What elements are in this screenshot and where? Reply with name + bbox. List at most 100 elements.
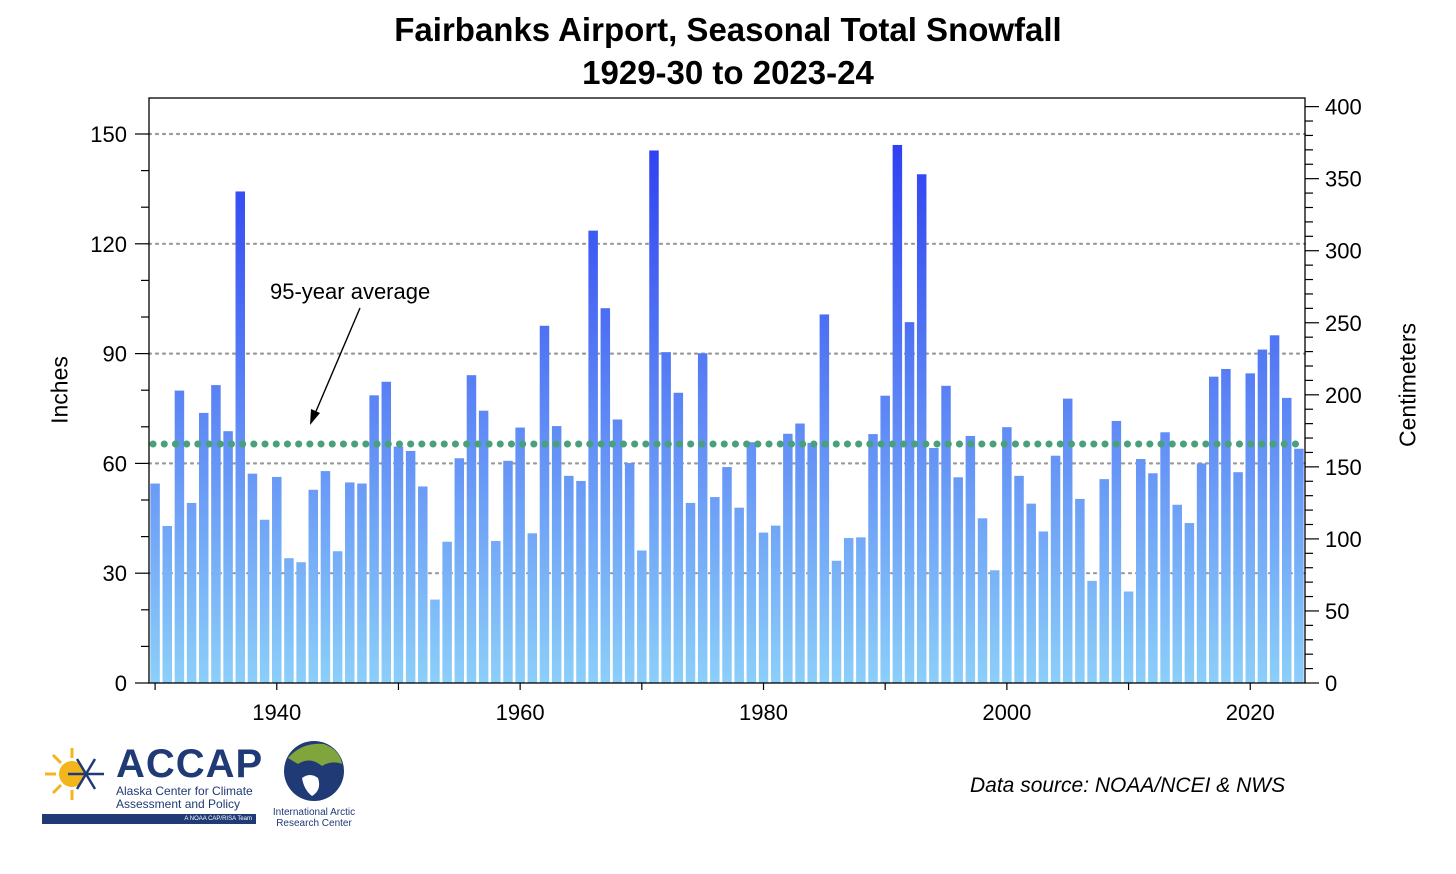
bar [1257,349,1268,683]
bar [199,412,209,683]
bar [624,463,635,683]
bar [697,353,708,683]
bar [418,486,428,683]
bar [1075,498,1085,683]
bar [941,385,951,683]
right-tick-label: 250 [1325,311,1362,336]
right-tick-label: 100 [1325,527,1362,552]
bar [1282,397,1292,683]
bar [929,448,939,683]
bar [491,540,501,683]
bar [1014,475,1024,683]
bar [649,150,659,684]
bar [819,314,830,683]
left-tick-label: 60 [103,451,127,476]
bar [758,532,769,683]
accap-subtitle-line1: Alaska Center for Climate [116,784,253,798]
bar [1208,376,1219,683]
bar [1269,335,1280,683]
chart-subtitle: 1929-30 to 2023-24 [582,54,874,91]
x-tick-label: 1980 [739,700,788,725]
bar [466,375,477,683]
bar [1123,591,1134,683]
bar [856,537,866,683]
bar [1294,448,1304,683]
bar [1160,432,1170,683]
y-axis-label-left: Inches [46,356,73,424]
bar [381,381,392,683]
bar [600,308,611,683]
bar [150,483,160,683]
right-tick-label: 150 [1325,455,1362,480]
bar [843,538,854,683]
right-tick-label: 350 [1325,167,1362,192]
bar [527,533,538,683]
bar [1002,427,1012,683]
bar [478,410,489,683]
bar [539,325,550,683]
bar [442,541,452,683]
accap-subtitle-line2: Assessment and Policy [116,797,241,811]
bar [1135,459,1146,683]
right-tick-label: 300 [1325,239,1362,264]
bar [272,476,282,683]
bar [284,558,294,683]
bar [637,550,647,683]
right-tick-label: 0 [1325,671,1337,696]
accap-banner-text: A NOAA CAP/RISA Team [184,816,252,822]
bar [174,390,185,683]
left-tick-label: 30 [103,561,127,586]
bar [746,442,757,683]
accap-logo: ACCAP Alaska Center for Climate Assessme… [42,742,262,826]
bar [345,482,355,683]
bar [247,473,258,683]
axes: 0 30 60 90 120 150 0 50 100 150 200 250 300 350 400 194… [90,95,1361,725]
bar [1111,420,1122,683]
bar [880,395,890,683]
left-tick-label: 90 [103,342,127,367]
bar [162,525,172,683]
bar [965,435,976,683]
average-annotation: 95-year average [270,279,431,304]
bar [673,392,684,683]
globe-icon [284,741,344,801]
bar [1184,523,1195,683]
bar [807,442,817,683]
bar [1233,472,1243,683]
right-tick-label: 400 [1325,95,1362,120]
right-tick-label: 50 [1325,599,1349,624]
bar [369,395,379,683]
bar [296,562,306,683]
bar [904,322,915,683]
bar [1245,373,1255,683]
bar [357,483,367,683]
bar [661,352,671,683]
bar [320,471,331,683]
bar [1099,479,1109,683]
bar [1062,398,1073,683]
bar [503,460,513,683]
y-axis-label-right: Centimeters [1394,323,1421,447]
bar [1038,531,1049,683]
x-tick-label: 2000 [982,700,1031,725]
left-tick-label: 0 [115,671,127,696]
x-tick-label: 2020 [1226,700,1275,725]
bar [515,427,525,683]
bar [186,502,197,683]
accap-banner: A NOAA CAP/RISA Team [42,814,256,824]
bars [150,144,1304,684]
bar [1148,473,1158,683]
bar [795,423,805,683]
bar [734,507,744,683]
bar [722,467,732,683]
bar [770,525,781,683]
bar [1026,503,1036,683]
data-source: Data source: NOAA/NCEI & NWS [970,774,1286,797]
bar [1087,580,1097,683]
chart-title: Fairbanks Airport, Seasonal Total Snowfa… [394,11,1062,48]
bar [977,518,988,683]
bar [612,419,623,683]
bar [868,434,878,683]
accap-wordmark: ACCAP [116,742,264,786]
